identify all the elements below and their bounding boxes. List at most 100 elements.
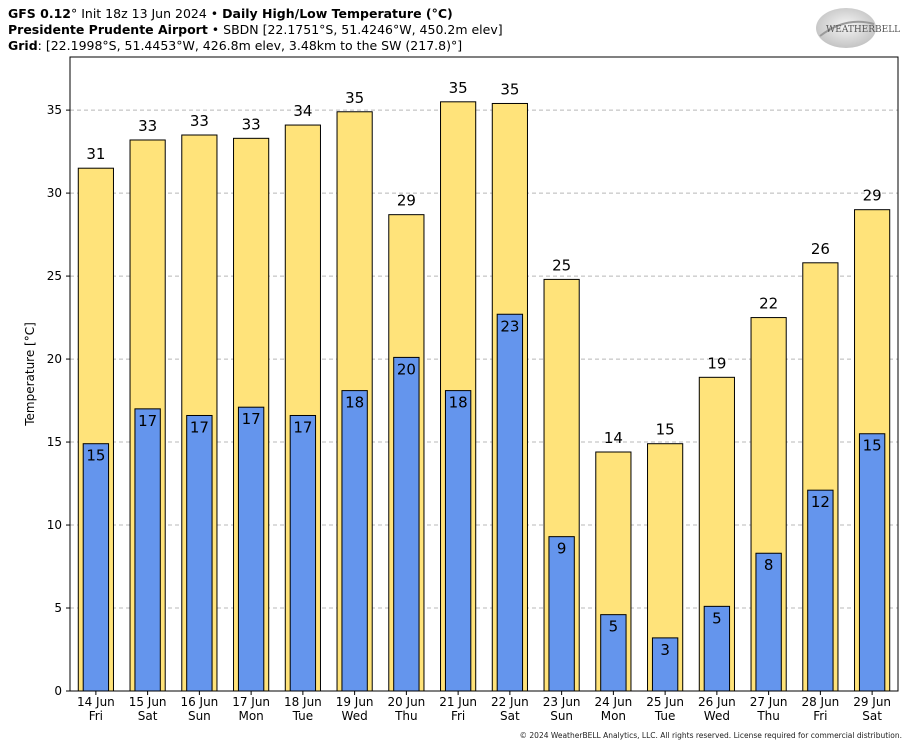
y-tick-label: 15 — [47, 435, 62, 449]
x-tick-weekday: Sun — [550, 709, 573, 723]
y-tick-label: 0 — [54, 684, 62, 698]
low-temp-label: 20 — [397, 360, 416, 378]
x-tick-date: 29 Jun — [853, 695, 891, 709]
low-temp-bar — [807, 489, 834, 692]
low-temp-label: 8 — [764, 556, 774, 574]
high-temp-label: 35 — [345, 89, 364, 107]
y-tick-label: 20 — [47, 352, 62, 366]
y-tick-label: 10 — [47, 518, 62, 532]
low-temp-label: 17 — [190, 418, 209, 436]
x-tick-weekday: Mon — [601, 709, 626, 723]
chart-header-line-2: Presidente Prudente Airport • SBDN [22.1… — [8, 22, 503, 37]
x-tick-weekday: Thu — [394, 709, 418, 723]
x-tick-weekday: Sun — [188, 709, 211, 723]
x-tick-weekday: Mon — [238, 709, 263, 723]
y-tick-label: 25 — [47, 269, 62, 283]
low-temp-bar — [289, 414, 317, 692]
high-temp-label: 26 — [811, 240, 830, 258]
high-temp-label: 33 — [190, 112, 209, 130]
x-tick-weekday: Wed — [704, 709, 730, 723]
x-tick-weekday: Fri — [451, 709, 465, 723]
x-tick-date: 25 Jun — [646, 695, 684, 709]
chart-header-line-1: GFS 0.12° Init 18z 13 Jun 2024 • Daily H… — [8, 6, 453, 21]
x-tick-date: 27 Jun — [750, 695, 788, 709]
high-temp-label: 14 — [604, 429, 623, 447]
x-tick-date: 23 Jun — [543, 695, 581, 709]
x-tick-weekday: Sat — [862, 709, 882, 723]
separator: • — [206, 6, 223, 21]
x-tick-date: 19 Jun — [336, 695, 374, 709]
weatherbell-logo: WEATHERBELL — [816, 8, 900, 48]
logo-text: WEATHERBELL — [826, 25, 900, 35]
low-temp-label: 5 — [712, 609, 722, 627]
x-tick-weekday: Wed — [342, 709, 368, 723]
high-temp-label: 25 — [552, 256, 571, 274]
x-tick-date: 15 Jun — [129, 695, 167, 709]
x-tick-weekday: Tue — [292, 709, 314, 723]
y-axis-label: Temperature [°C] — [23, 322, 37, 427]
station-name: Presidente Prudente Airport — [8, 22, 208, 37]
low-temp-bar — [341, 390, 368, 692]
low-temp-bar — [858, 433, 886, 692]
model-name: GFS 0.12 — [8, 6, 71, 21]
x-tick-date: 22 Jun — [491, 695, 529, 709]
grid-info: : [22.1998°S, 51.4453°W, 426.8m elev, 3.… — [37, 38, 463, 53]
low-temp-label: 12 — [811, 493, 830, 511]
low-temp-bar — [444, 390, 472, 692]
high-temp-label: 29 — [397, 192, 416, 210]
x-tick-date: 21 Jun — [439, 695, 477, 709]
low-temp-label: 18 — [449, 394, 468, 412]
x-tick-weekday: Sat — [138, 709, 158, 723]
y-tick-label: 35 — [47, 103, 62, 117]
low-temp-label: 3 — [660, 641, 670, 659]
chart-header-line-3: Grid: [22.1998°S, 51.4453°W, 426.8m elev… — [8, 38, 462, 53]
grid-label: Grid — [8, 38, 38, 53]
low-temp-bar — [393, 356, 420, 692]
low-temp-label: 5 — [609, 618, 619, 636]
x-tick-weekday: Thu — [756, 709, 780, 723]
high-temp-label: 35 — [449, 79, 468, 97]
x-tick-date: 18 Jun — [284, 695, 322, 709]
station-info: • SBDN [22.1751°S, 51.4246°W, 450.2m ele… — [207, 22, 503, 37]
x-tick-date: 14 Jun — [77, 695, 115, 709]
high-temp-label: 33 — [138, 117, 157, 135]
high-temp-label: 31 — [86, 145, 105, 163]
low-temp-label: 23 — [500, 317, 519, 335]
x-tick-weekday: Sat — [500, 709, 520, 723]
low-temp-bar — [548, 536, 575, 692]
high-temp-label: 29 — [863, 187, 882, 205]
high-temp-label: 19 — [707, 354, 726, 372]
low-temp-bar — [237, 406, 265, 692]
low-temp-label: 9 — [557, 540, 567, 558]
low-temp-bar — [755, 552, 782, 692]
high-temp-label: 34 — [293, 102, 312, 120]
high-temp-label: 15 — [656, 421, 675, 439]
low-temp-bar — [82, 443, 110, 692]
high-temp-label: 35 — [500, 80, 519, 98]
x-tick-date: 20 Jun — [387, 695, 425, 709]
low-temp-label: 17 — [242, 410, 261, 428]
low-temp-bar — [496, 313, 524, 692]
x-tick-weekday: Fri — [89, 709, 103, 723]
x-tick-date: 16 Jun — [180, 695, 218, 709]
low-temp-label: 17 — [293, 418, 312, 436]
x-tick-weekday: Tue — [654, 709, 676, 723]
x-tick-date: 17 Jun — [232, 695, 270, 709]
plot-frame — [69, 56, 899, 692]
low-temp-bar — [600, 614, 627, 692]
low-temp-label: 15 — [863, 437, 882, 455]
low-temp-label: 18 — [345, 394, 364, 412]
high-temp-label: 33 — [242, 115, 261, 133]
x-tick-date: 26 Jun — [698, 695, 736, 709]
low-temp-label: 15 — [86, 447, 105, 465]
low-temp-bar — [186, 414, 213, 692]
low-temp-label: 17 — [138, 412, 157, 430]
x-tick-date: 28 Jun — [801, 695, 839, 709]
copyright-notice: © 2024 WeatherBELL Analytics, LLC. All r… — [519, 731, 902, 740]
product-name: Daily High/Low Temperature (°C) — [222, 6, 453, 21]
y-tick-label: 30 — [47, 186, 62, 200]
x-tick-date: 24 Jun — [594, 695, 632, 709]
init-time: ° Init 18z 13 Jun 2024 — [71, 6, 207, 21]
x-tick-weekday: Fri — [813, 709, 827, 723]
